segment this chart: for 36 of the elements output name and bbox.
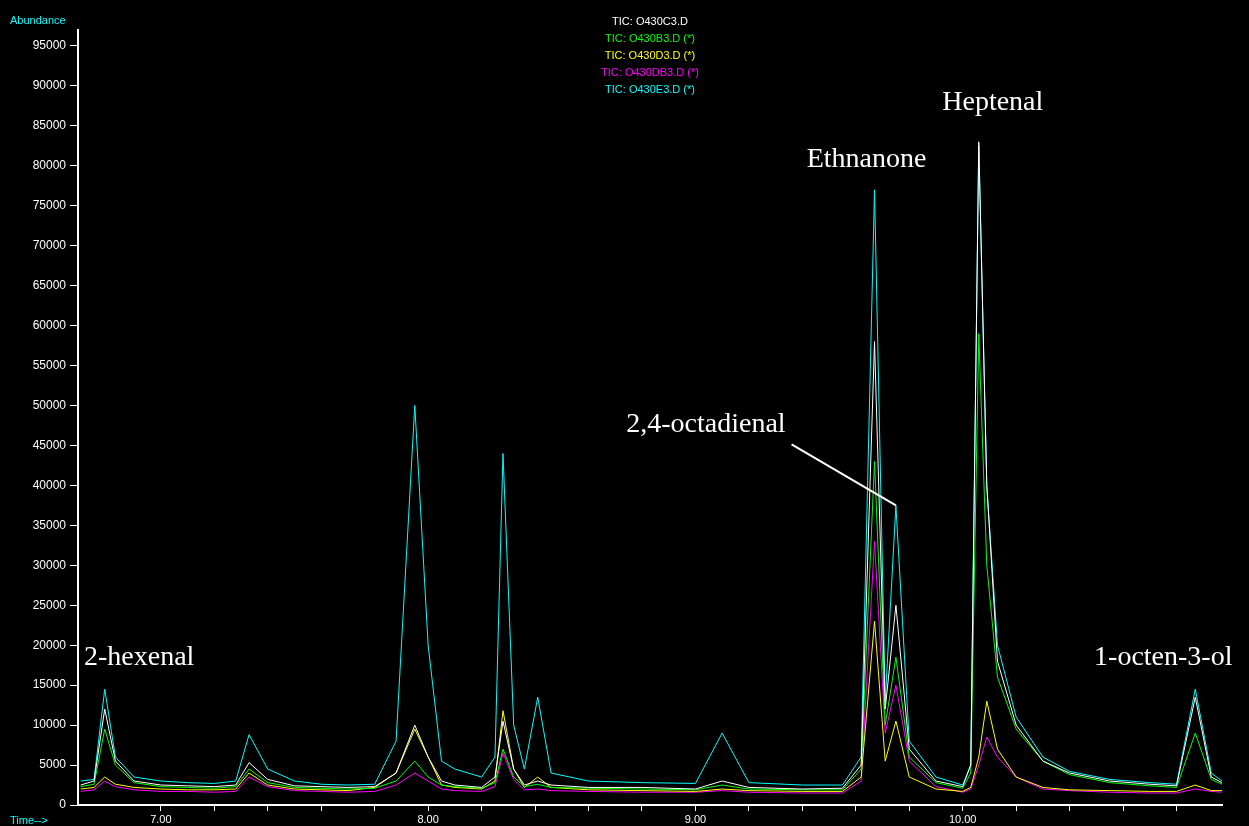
y-tick-label: 0	[59, 797, 67, 812]
x-tick-label: 7.00	[150, 812, 172, 825]
y-tick-label: 95000	[32, 38, 67, 53]
y-tick-label: 15000	[32, 677, 67, 692]
y-tick-label: 60000	[32, 317, 67, 332]
annotation: Heptenal	[942, 85, 1044, 117]
text: TIC: O430B3.D (*)	[605, 32, 695, 44]
y-tick-label: 55000	[32, 357, 67, 372]
text: TIC: O430C3.D	[612, 15, 688, 27]
y-tick-label: 50000	[32, 397, 67, 412]
x-tick-label: 9.00	[684, 812, 707, 825]
x-tick-label: 8.00	[417, 812, 439, 825]
y-tick-label: 25000	[32, 597, 67, 612]
y-tick-label: 90000	[32, 78, 67, 93]
y-tick-label: 85000	[32, 118, 67, 133]
y-tick-label: 20000	[32, 637, 67, 652]
annotation: Ethnanone	[806, 142, 927, 174]
y-tick-label: 70000	[32, 238, 67, 253]
text: TIC: O430DB3.D (*)	[601, 66, 699, 78]
y-tick-label: 10000	[32, 717, 67, 732]
y-tick-label: 80000	[32, 158, 67, 173]
annotation: 2,4-octadienal	[626, 406, 786, 438]
y-axis-title: Abundance	[10, 14, 66, 26]
y-tick-label: 45000	[32, 437, 67, 452]
annotation: 1-octen-3-ol	[1094, 639, 1233, 671]
y-tick-label: 35000	[32, 517, 67, 532]
y-tick-label: 40000	[32, 477, 67, 492]
y-tick-label: 75000	[32, 198, 67, 213]
y-tick-label: 65000	[32, 277, 67, 292]
y-tick-label: 30000	[32, 557, 67, 572]
x-tick-label: 10.00	[948, 812, 977, 825]
annotation: 2-hexenal	[84, 639, 195, 671]
x-axis-title: Time-->	[10, 814, 48, 826]
text: TIC: O430E3.D (*)	[605, 83, 695, 95]
y-tick-label: 5000	[39, 757, 67, 772]
text: TIC: O430D3.D (*)	[604, 49, 696, 61]
